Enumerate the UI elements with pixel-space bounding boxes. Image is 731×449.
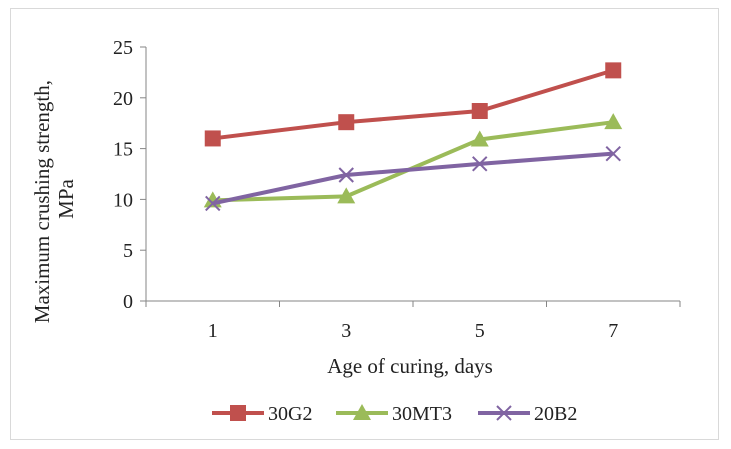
point-20b2 bbox=[605, 145, 621, 162]
x-tick-label: 1 bbox=[208, 320, 218, 342]
legend-label-30mt3: 30MT3 bbox=[392, 403, 452, 425]
point-30g2 bbox=[605, 62, 622, 79]
legend-item-30mt3: 30MT3 bbox=[336, 403, 452, 425]
series-20b2 bbox=[205, 145, 621, 212]
point-30mt3 bbox=[337, 187, 356, 204]
legend-item-20b2: 20B2 bbox=[478, 403, 577, 425]
point-30g2 bbox=[471, 103, 488, 120]
y-tick-label: 25 bbox=[113, 37, 133, 59]
point-20b2 bbox=[338, 167, 354, 183]
point-20b2-stroke-b bbox=[338, 167, 354, 183]
legend-marker-20b2-stroke-b bbox=[496, 405, 512, 421]
x-tick-label: 5 bbox=[475, 320, 485, 342]
legend-label-20b2: 20B2 bbox=[534, 403, 577, 425]
point-30mt3 bbox=[470, 130, 489, 147]
y-tick-label: 0 bbox=[123, 291, 133, 313]
legend-marker-20b2 bbox=[496, 405, 512, 421]
point-20b2 bbox=[205, 195, 221, 212]
series-line-30g2 bbox=[212, 68, 614, 141]
point-20b2 bbox=[472, 156, 488, 172]
x-axis-title: Age of curing, days bbox=[327, 354, 493, 378]
point-20b2-stroke-b bbox=[205, 195, 221, 212]
legend-marker-30mt3 bbox=[353, 404, 371, 420]
y-axis-title: Maximum crushing strength, MPa bbox=[30, 75, 78, 323]
legend-label-30g2: 30G2 bbox=[268, 403, 312, 425]
y-tick-label: 15 bbox=[113, 139, 133, 161]
x-tick-label: 3 bbox=[341, 320, 351, 342]
legend-marker-30g2 bbox=[230, 405, 246, 421]
point-20b2-stroke-b bbox=[472, 156, 488, 172]
point-30g2 bbox=[338, 114, 355, 131]
y-tick-labels: 0 5 10 15 20 25 bbox=[113, 37, 133, 313]
y-tick-label: 20 bbox=[113, 88, 133, 110]
series-line-20b2 bbox=[212, 151, 614, 206]
y-tick-label: 5 bbox=[123, 240, 133, 262]
y-axis-title-line-1: Maximum crushing strength, bbox=[30, 80, 54, 323]
y-axis-title-line-2: MPa bbox=[54, 178, 78, 218]
point-30g2 bbox=[204, 130, 221, 147]
series-30g2 bbox=[204, 62, 622, 147]
legend-item-30g2: 30G2 bbox=[212, 403, 312, 425]
point-30mt3 bbox=[604, 113, 623, 130]
point-20b2-stroke-b bbox=[605, 145, 621, 162]
legend: 30G2 30MT3 20B2 bbox=[212, 403, 577, 425]
chart-border bbox=[10, 8, 719, 440]
x-tick-labels: 1 3 5 7 bbox=[208, 320, 619, 342]
y-tick-label: 10 bbox=[113, 189, 133, 211]
axes bbox=[140, 46, 681, 307]
x-tick-label: 7 bbox=[608, 320, 618, 342]
series-group bbox=[203, 62, 623, 212]
